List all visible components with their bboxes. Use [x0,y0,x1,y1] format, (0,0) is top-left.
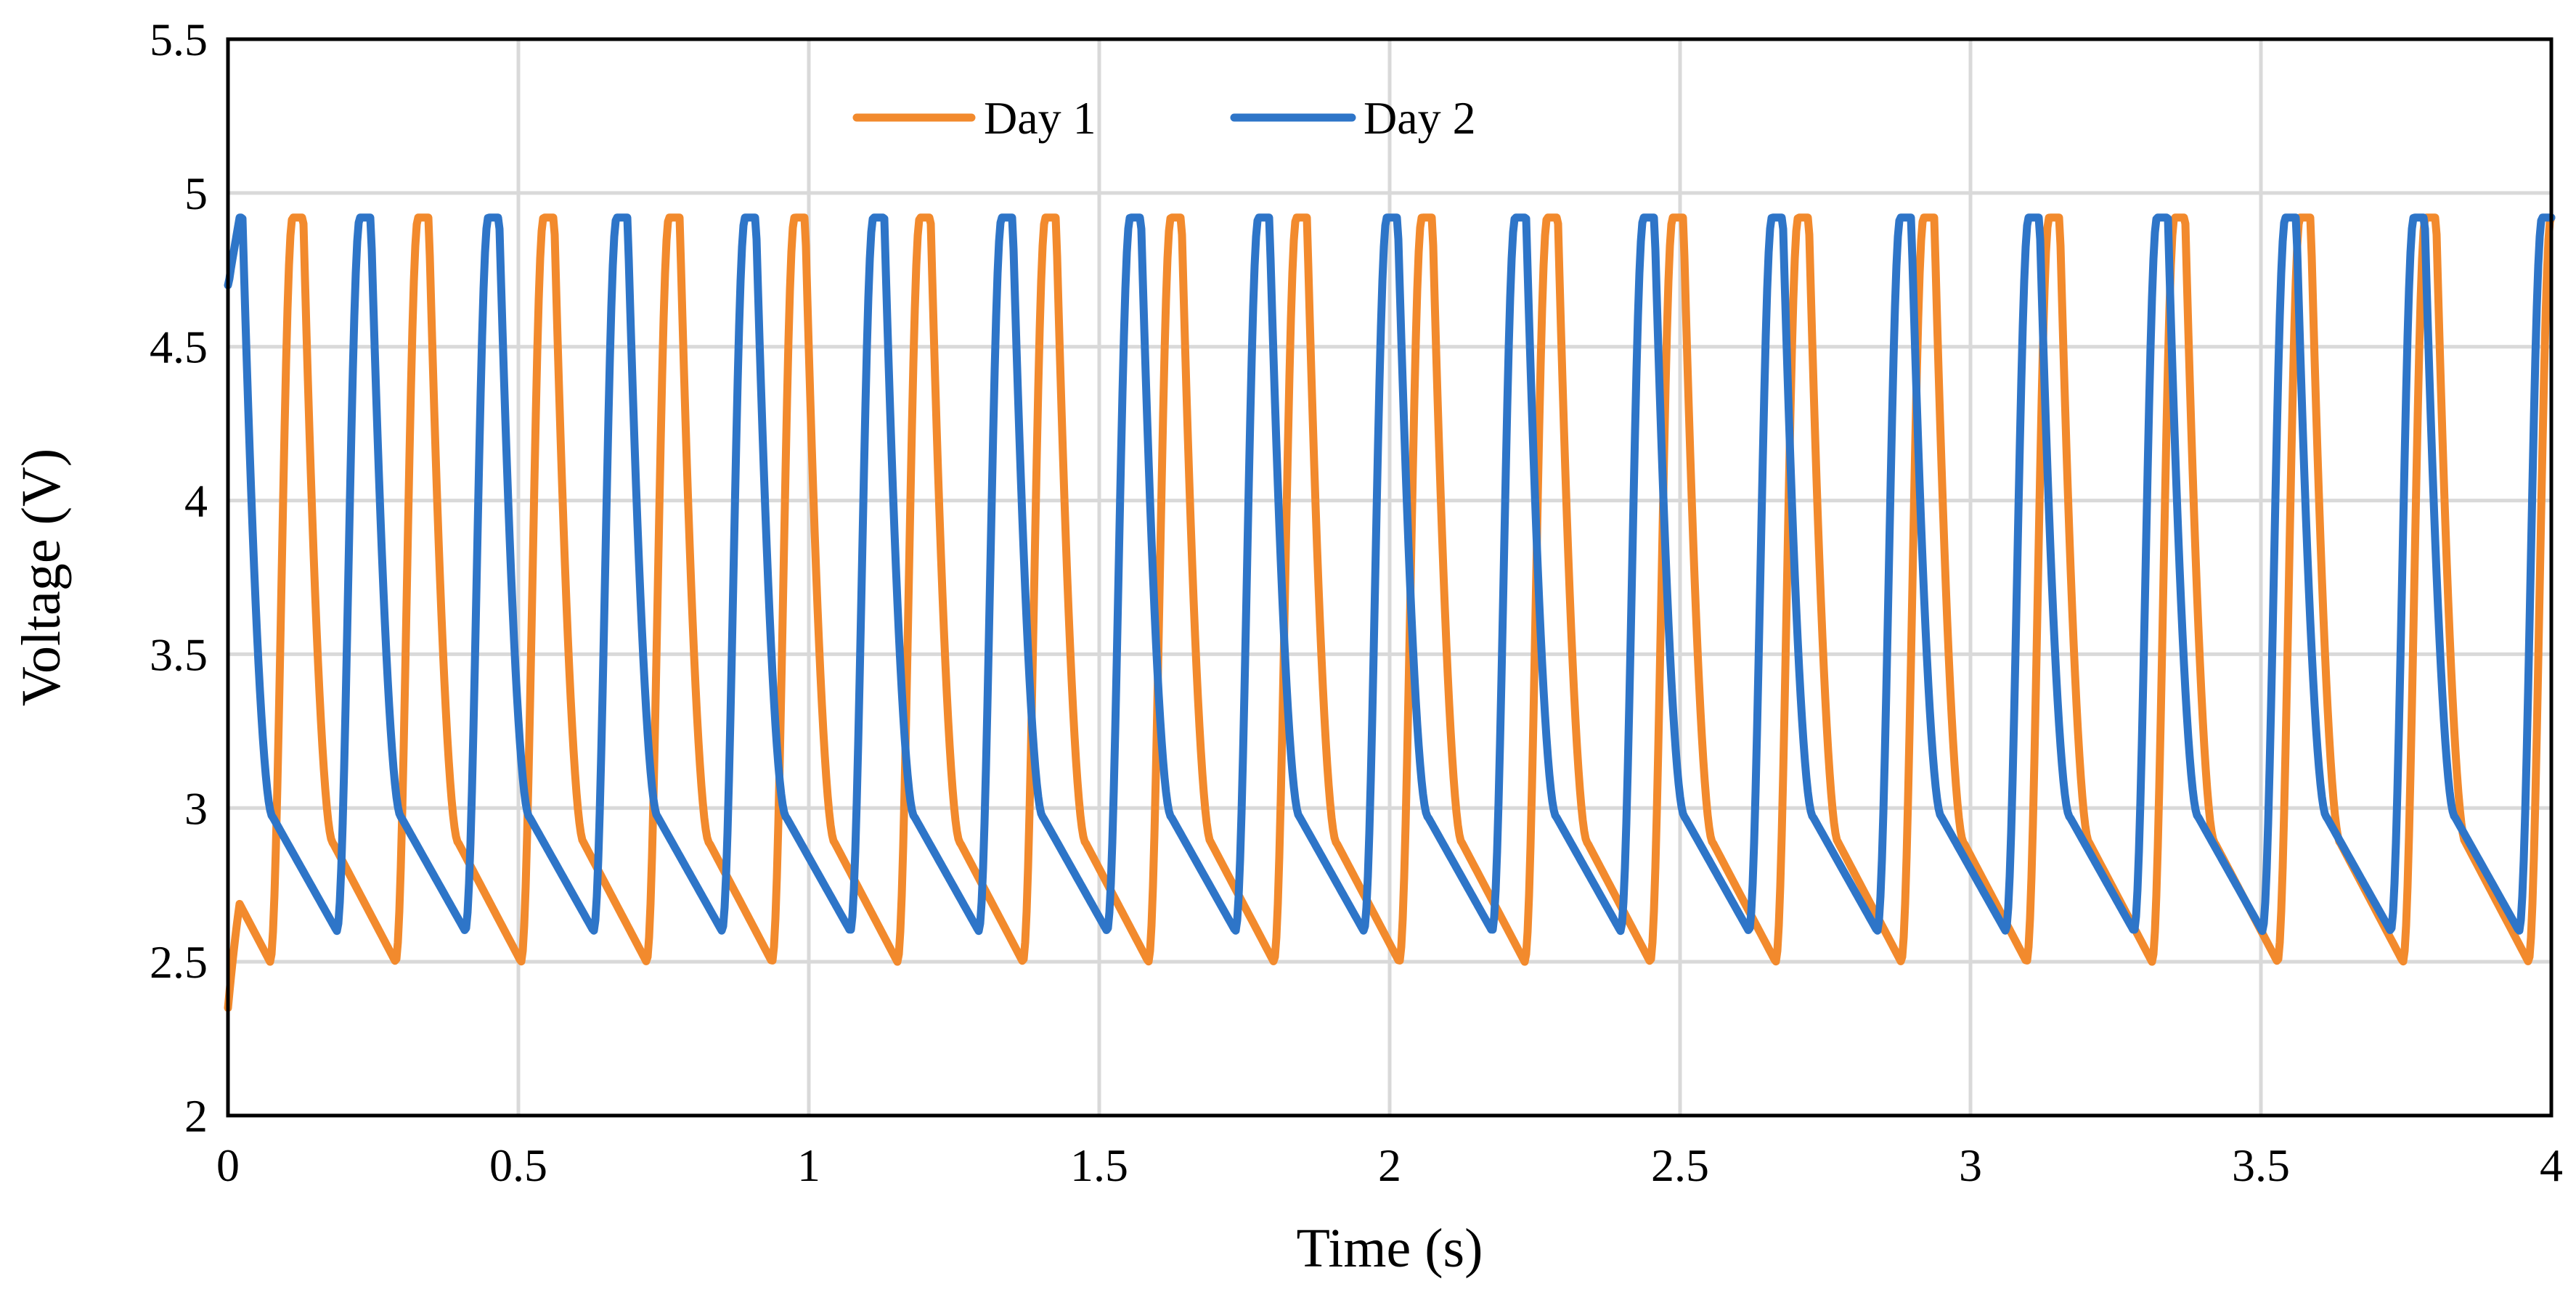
legend-label-day-1: Day 1 [984,92,1096,144]
y-tick-label: 5 [184,168,208,219]
x-tick-label: 3.5 [2232,1140,2290,1191]
x-tick-label: 3 [1959,1140,1982,1191]
y-tick-label: 4 [184,475,208,527]
y-tick-label: 3.5 [150,629,208,680]
x-tick-label: 2.5 [1651,1140,1709,1191]
series-line-day-1 [224,213,2556,1012]
x-axis-title: Time (s) [1297,1218,1483,1279]
x-tick-label: 2 [1378,1140,1401,1191]
y-tick-label: 2 [184,1090,208,1142]
legend-label-day-2: Day 2 [1364,92,1476,144]
y-tick-label: 4.5 [150,322,208,373]
x-tick-label: 1.5 [1070,1140,1128,1191]
x-tick-label: 1 [797,1140,820,1191]
series-line-day-2 [224,213,2556,936]
y-tick-label: 3 [184,782,208,834]
y-tick-label: 5.5 [150,14,208,65]
x-axis-tick-labels: 0 0.5 1 1.5 2 2.5 3 3.5 4 [216,1140,2563,1191]
series-layer [224,213,2556,1012]
y-axis-title: Voltage (V) [11,449,72,706]
x-tick-label: 4 [2540,1140,2563,1191]
y-tick-label: 2.5 [150,936,208,988]
plot-area-frame [226,37,2553,1118]
y-axis-tick-labels: 2 2.5 3 3.5 4 4.5 5 5.5 [150,14,208,1142]
x-tick-label: 0.5 [489,1140,547,1191]
legend: Day 1 Day 2 [852,92,1476,144]
x-tick-label: 0 [216,1140,240,1191]
